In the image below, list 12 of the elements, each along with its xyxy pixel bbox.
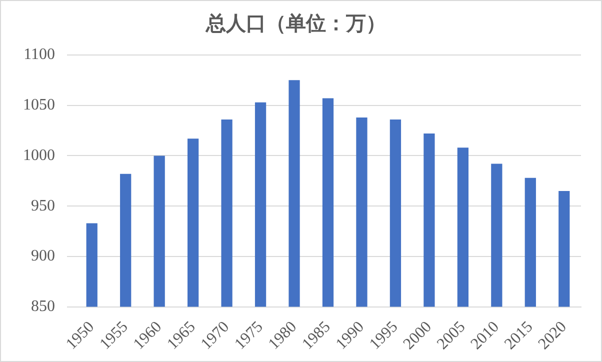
y-tick-label: 1050 xyxy=(23,96,55,114)
y-tick-label: 850 xyxy=(31,298,55,315)
x-tick-label: 1990 xyxy=(332,318,368,354)
y-tick-label: 1000 xyxy=(23,146,55,164)
chart-title: 总人口（单位：万） xyxy=(205,12,386,36)
x-tick-label: 1980 xyxy=(265,318,300,354)
y-tick-label: 950 xyxy=(31,197,55,214)
x-tick-label: 1960 xyxy=(130,318,166,354)
x-tick-label: 1970 xyxy=(198,318,233,354)
y-tick-label: 900 xyxy=(31,248,55,265)
x-tick-label: 1950 xyxy=(63,318,98,354)
y-tick-label: 1100 xyxy=(24,46,55,64)
